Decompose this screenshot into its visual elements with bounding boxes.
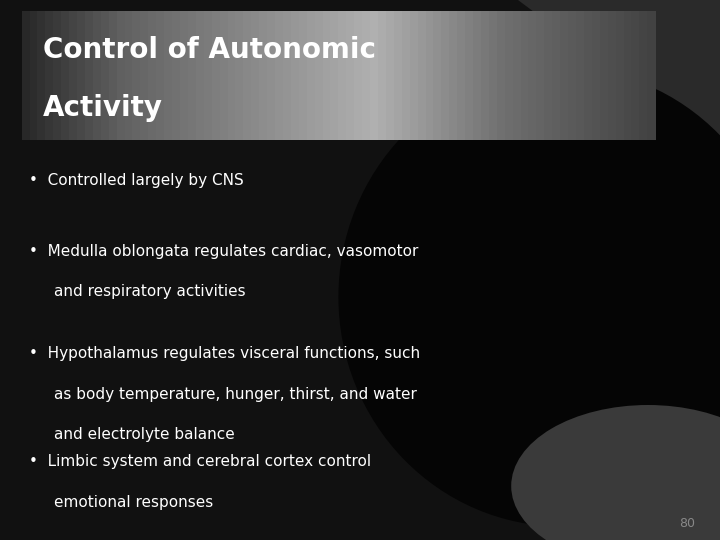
FancyBboxPatch shape (576, 11, 585, 140)
FancyBboxPatch shape (433, 11, 442, 140)
FancyBboxPatch shape (204, 11, 212, 140)
FancyBboxPatch shape (536, 11, 545, 140)
FancyBboxPatch shape (132, 11, 141, 140)
FancyBboxPatch shape (243, 11, 252, 140)
FancyBboxPatch shape (513, 11, 521, 140)
FancyBboxPatch shape (410, 11, 418, 140)
FancyBboxPatch shape (323, 11, 331, 140)
FancyBboxPatch shape (386, 11, 395, 140)
Text: •  Hypothalamus regulates visceral functions, such: • Hypothalamus regulates visceral functi… (29, 346, 420, 361)
FancyBboxPatch shape (196, 11, 204, 140)
FancyBboxPatch shape (584, 11, 593, 140)
Text: 80: 80 (679, 517, 695, 530)
FancyBboxPatch shape (180, 11, 189, 140)
FancyBboxPatch shape (125, 11, 133, 140)
FancyBboxPatch shape (69, 11, 78, 140)
Text: and electrolyte balance: and electrolyte balance (54, 427, 235, 442)
FancyBboxPatch shape (362, 11, 371, 140)
Text: and respiratory activities: and respiratory activities (54, 284, 246, 299)
FancyBboxPatch shape (616, 11, 624, 140)
FancyBboxPatch shape (449, 11, 458, 140)
FancyBboxPatch shape (600, 11, 608, 140)
FancyBboxPatch shape (109, 11, 117, 140)
FancyBboxPatch shape (370, 11, 379, 140)
FancyBboxPatch shape (489, 11, 498, 140)
FancyBboxPatch shape (77, 11, 86, 140)
Text: Activity: Activity (43, 94, 163, 122)
FancyBboxPatch shape (22, 11, 30, 140)
FancyBboxPatch shape (283, 11, 292, 140)
FancyBboxPatch shape (93, 11, 102, 140)
FancyBboxPatch shape (212, 11, 220, 140)
FancyBboxPatch shape (647, 11, 656, 140)
FancyBboxPatch shape (521, 11, 529, 140)
FancyBboxPatch shape (497, 11, 505, 140)
FancyBboxPatch shape (560, 11, 569, 140)
FancyBboxPatch shape (544, 11, 553, 140)
FancyBboxPatch shape (172, 11, 181, 140)
FancyBboxPatch shape (568, 11, 577, 140)
FancyBboxPatch shape (354, 11, 363, 140)
FancyBboxPatch shape (164, 11, 173, 140)
FancyBboxPatch shape (61, 11, 70, 140)
Text: •  Medulla oblongata regulates cardiac, vasomotor: • Medulla oblongata regulates cardiac, v… (29, 244, 418, 259)
FancyBboxPatch shape (592, 11, 600, 140)
FancyBboxPatch shape (631, 11, 640, 140)
FancyBboxPatch shape (394, 11, 402, 140)
FancyBboxPatch shape (315, 11, 323, 140)
Text: Control of Autonomic: Control of Autonomic (43, 36, 376, 64)
FancyBboxPatch shape (624, 11, 632, 140)
Text: •  Limbic system and cerebral cortex control: • Limbic system and cerebral cortex cont… (29, 454, 371, 469)
FancyBboxPatch shape (299, 11, 307, 140)
FancyBboxPatch shape (330, 11, 339, 140)
Ellipse shape (511, 405, 720, 540)
FancyBboxPatch shape (307, 11, 315, 140)
FancyBboxPatch shape (101, 11, 109, 140)
FancyBboxPatch shape (140, 11, 149, 140)
FancyBboxPatch shape (338, 11, 347, 140)
FancyBboxPatch shape (426, 11, 434, 140)
FancyBboxPatch shape (117, 11, 125, 140)
Ellipse shape (338, 68, 720, 526)
Text: as body temperature, hunger, thirst, and water: as body temperature, hunger, thirst, and… (54, 387, 417, 402)
FancyBboxPatch shape (156, 11, 165, 140)
FancyBboxPatch shape (30, 11, 38, 140)
FancyBboxPatch shape (457, 11, 466, 140)
FancyBboxPatch shape (45, 11, 54, 140)
Polygon shape (518, 0, 720, 151)
FancyBboxPatch shape (639, 11, 648, 140)
FancyBboxPatch shape (235, 11, 244, 140)
FancyBboxPatch shape (85, 11, 94, 140)
FancyBboxPatch shape (53, 11, 62, 140)
FancyBboxPatch shape (378, 11, 387, 140)
FancyBboxPatch shape (267, 11, 276, 140)
FancyBboxPatch shape (552, 11, 561, 140)
FancyBboxPatch shape (220, 11, 228, 140)
FancyBboxPatch shape (251, 11, 260, 140)
Text: emotional responses: emotional responses (54, 495, 213, 510)
FancyBboxPatch shape (402, 11, 410, 140)
FancyBboxPatch shape (37, 11, 46, 140)
FancyBboxPatch shape (148, 11, 157, 140)
FancyBboxPatch shape (528, 11, 537, 140)
FancyBboxPatch shape (228, 11, 236, 140)
FancyBboxPatch shape (465, 11, 474, 140)
FancyBboxPatch shape (346, 11, 355, 140)
FancyBboxPatch shape (275, 11, 284, 140)
Text: •  Controlled largely by CNS: • Controlled largely by CNS (29, 173, 243, 188)
FancyBboxPatch shape (291, 11, 300, 140)
FancyBboxPatch shape (418, 11, 426, 140)
FancyBboxPatch shape (259, 11, 268, 140)
FancyBboxPatch shape (441, 11, 450, 140)
FancyBboxPatch shape (188, 11, 197, 140)
FancyBboxPatch shape (473, 11, 482, 140)
FancyBboxPatch shape (608, 11, 616, 140)
FancyBboxPatch shape (505, 11, 513, 140)
FancyBboxPatch shape (481, 11, 490, 140)
